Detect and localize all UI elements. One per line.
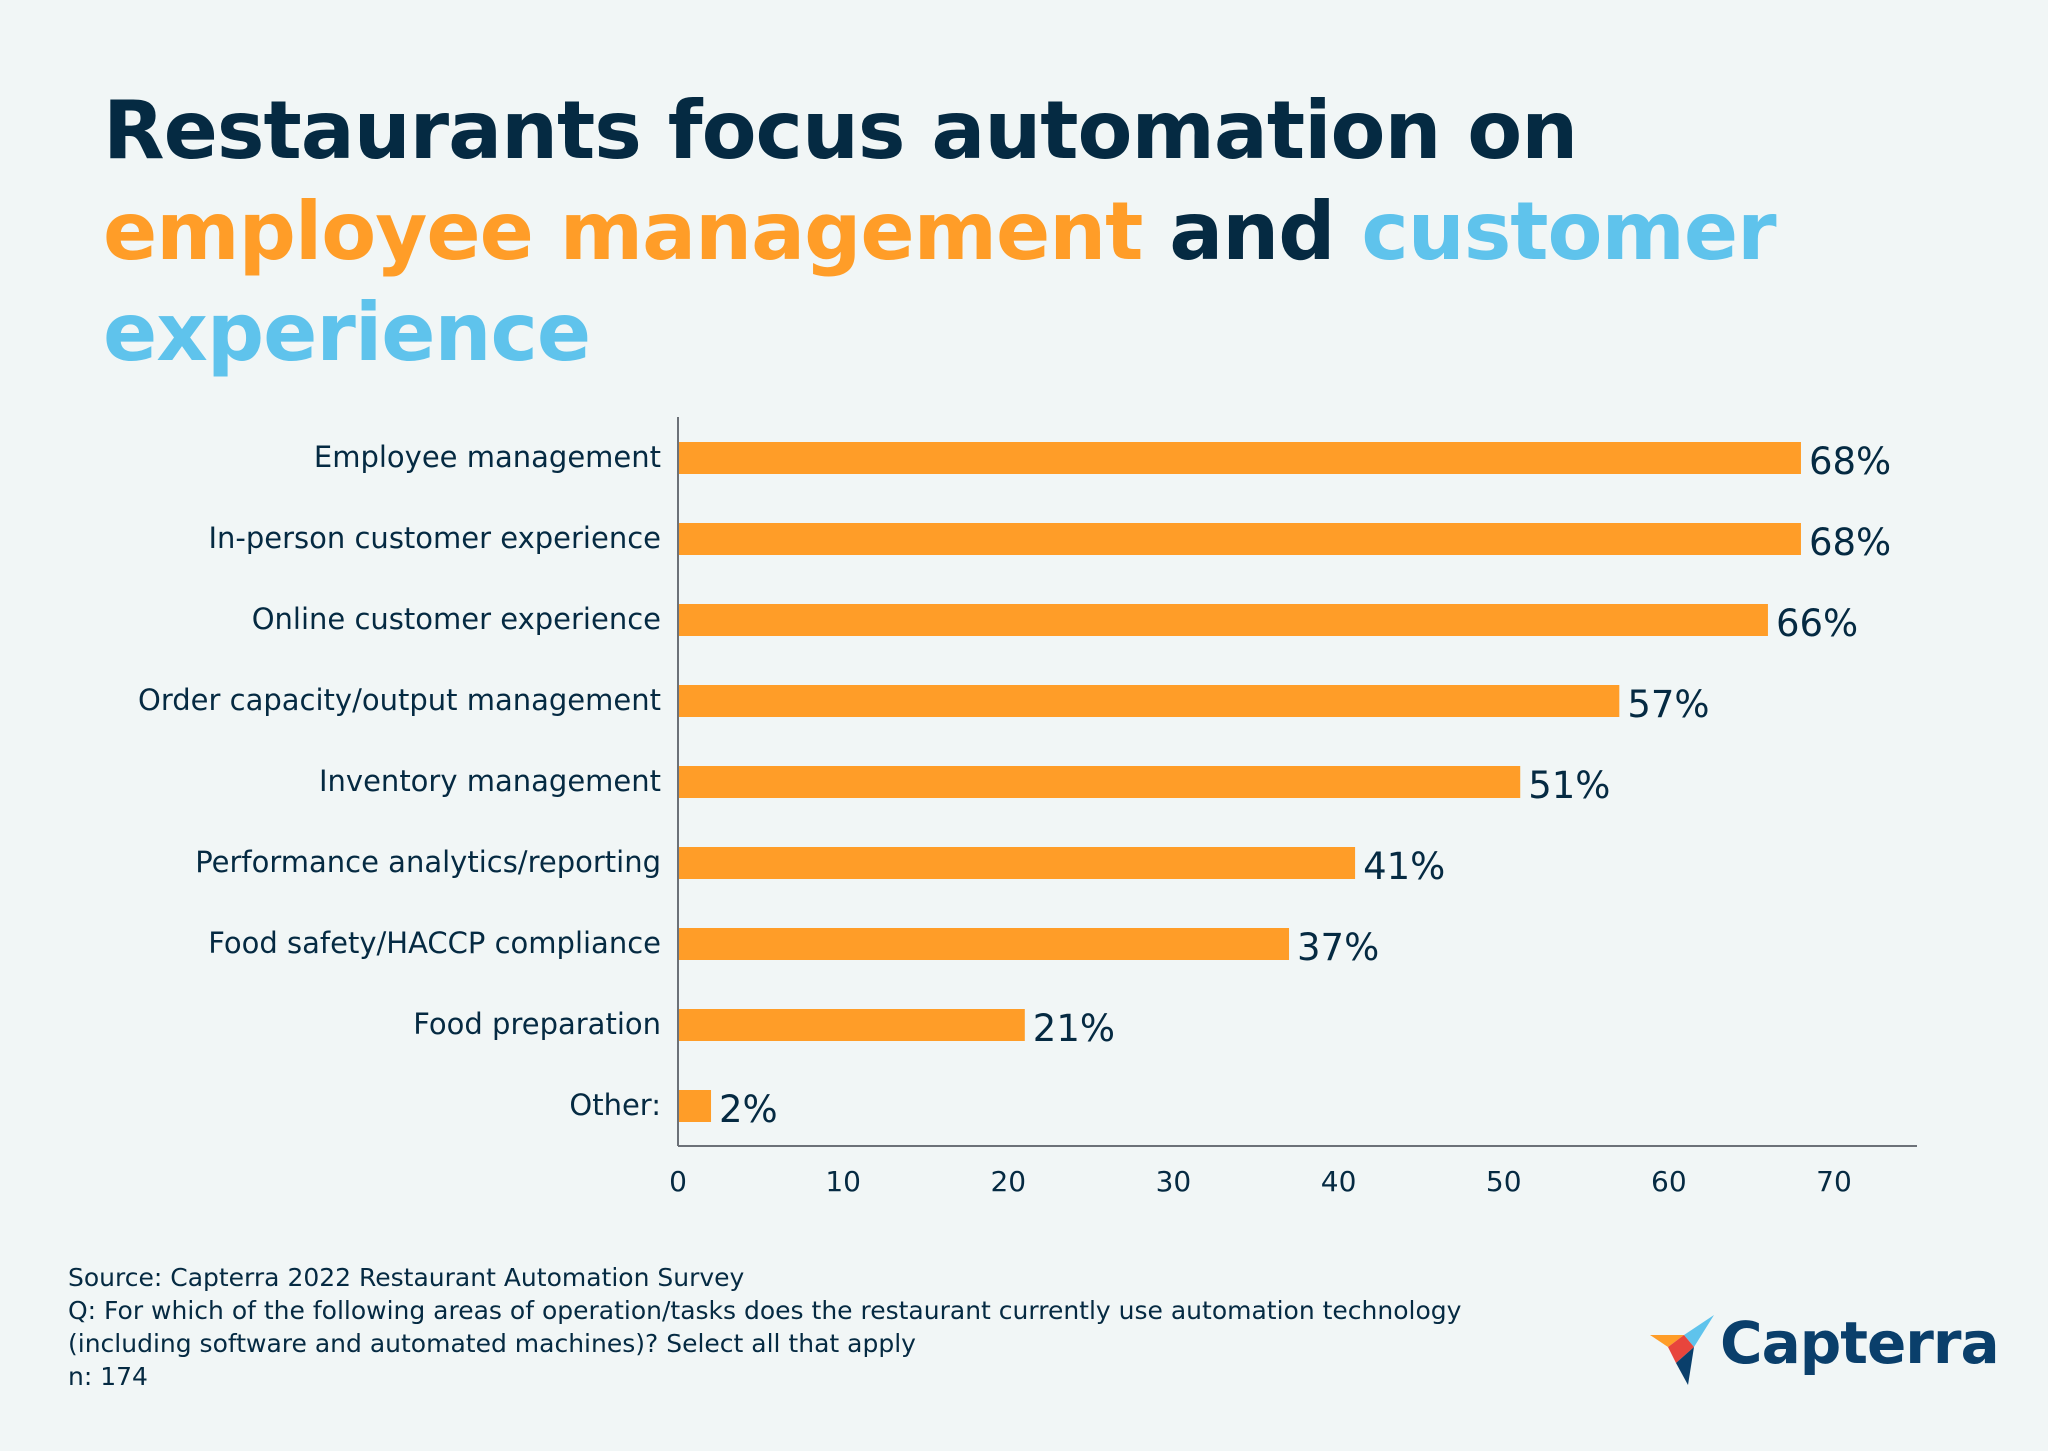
- x-tick-60: 60: [1651, 1165, 1687, 1198]
- category-label-5: Performance analytics/reporting: [195, 845, 661, 879]
- x-tick-30: 30: [1156, 1165, 1192, 1198]
- title-part1: Restaurants focus automation on: [103, 84, 1578, 177]
- title-highlight-employee: employee management: [103, 185, 1143, 278]
- x-tick-70: 70: [1816, 1165, 1852, 1198]
- bar-4: [678, 766, 1521, 798]
- category-label-2: Online customer experience: [252, 602, 661, 636]
- x-tick-10: 10: [825, 1165, 861, 1198]
- x-tick-20: 20: [990, 1165, 1026, 1198]
- x-tick-0: 0: [669, 1165, 687, 1198]
- source-note: Source: Capterra 2022 Restaurant Automat…: [68, 1263, 745, 1292]
- category-labels: Employee management In-person customer ex…: [138, 440, 661, 1122]
- x-tick-40: 40: [1321, 1165, 1357, 1198]
- bar-7: [678, 1009, 1025, 1041]
- bar-3: [678, 685, 1620, 717]
- value-label-1: 68%: [1809, 521, 1891, 564]
- capterra-arrow-icon: [1650, 1315, 1714, 1385]
- value-label-3: 57%: [1627, 683, 1709, 726]
- category-label-3: Order capacity/output management: [138, 683, 661, 717]
- value-label-5: 41%: [1363, 845, 1445, 888]
- bars-group: [678, 442, 1801, 1122]
- chart-title: Restaurants focus automation on employee…: [103, 80, 1953, 383]
- value-label-7: 21%: [1033, 1007, 1115, 1050]
- bar-6: [678, 928, 1290, 960]
- question-line-1: Q: For which of the following areas of o…: [68, 1296, 1462, 1325]
- title-part2: and: [1142, 185, 1362, 278]
- question-line-2: (including software and automated machin…: [68, 1329, 916, 1358]
- bar-0: [678, 442, 1801, 474]
- value-label-4: 51%: [1528, 764, 1610, 807]
- category-label-6: Food safety/HACCP compliance: [208, 926, 661, 960]
- bar-5: [678, 847, 1356, 879]
- value-label-0: 68%: [1809, 440, 1891, 483]
- capterra-logo: Capterra: [1648, 1309, 2000, 1385]
- value-label-2: 66%: [1776, 602, 1858, 645]
- x-tick-labels: 0 10 20 30 40 50 60 70: [669, 1165, 1852, 1198]
- logo-text: Capterra: [1720, 1309, 2000, 1377]
- x-tick-50: 50: [1486, 1165, 1522, 1198]
- value-label-6: 37%: [1297, 926, 1379, 969]
- bar-2: [678, 604, 1768, 636]
- value-label-8: 2%: [719, 1088, 778, 1131]
- bar-8: [678, 1090, 712, 1122]
- category-label-0: Employee management: [314, 440, 661, 474]
- bar-1: [678, 523, 1801, 555]
- axes: [677, 417, 1917, 1147]
- category-label-8: Other:: [569, 1088, 661, 1122]
- sample-size: n: 174: [68, 1362, 148, 1391]
- category-label-4: Inventory management: [319, 764, 661, 798]
- value-labels: 68% 68% 66% 57% 51% 41% 37% 21% 2%: [719, 440, 1891, 1131]
- title-highlight-customer: customer experience: [103, 185, 1777, 379]
- category-label-1: In-person customer experience: [208, 521, 661, 555]
- category-label-7: Food preparation: [413, 1007, 661, 1041]
- footer-notes: Source: Capterra 2022 Restaurant Automat…: [68, 1261, 1461, 1393]
